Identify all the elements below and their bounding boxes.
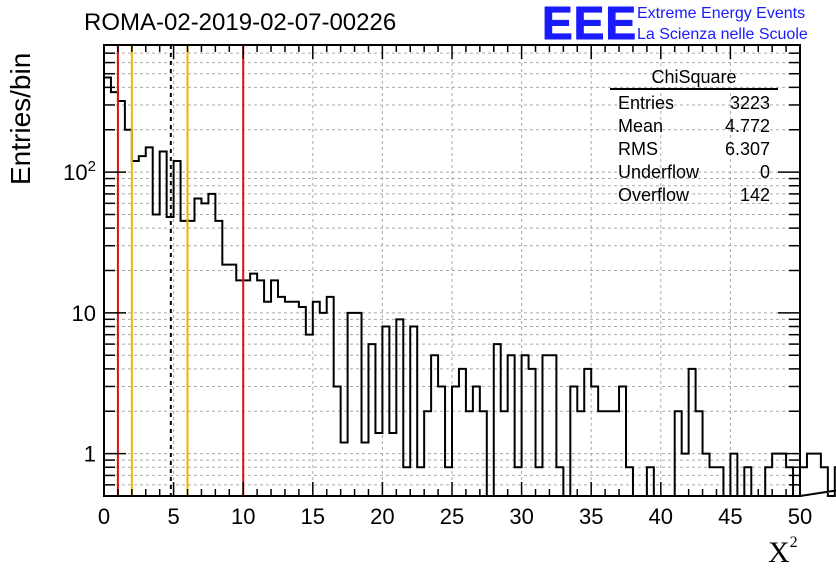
eee-logo: EEE Extreme Energy Events La Scienza nel… [541,0,834,50]
stats-row-mean: Mean 4.772 [610,115,778,138]
y-axis-label: Entries/bin [5,52,36,185]
stats-row-overflow: Overflow 142 [610,184,778,207]
y-tick-label: 10 [72,301,96,326]
x-tick-label: 10 [231,504,255,529]
x-tick-label: 30 [509,504,533,529]
x-axis-label: X2 [768,534,798,570]
stats-label: Underflow [618,162,700,182]
stats-row-underflow: Underflow 0 [610,161,778,184]
stats-title: ChiSquare [610,66,778,90]
stats-value: 142 [739,185,770,205]
x-tick-label: 40 [649,504,673,529]
stats-value: 3223 [729,93,770,113]
x-tick-label: 0 [98,504,110,529]
x-tick-label: 20 [370,504,394,529]
x-tick-label: 45 [718,504,742,529]
x-tick-label: 25 [440,504,464,529]
stats-row-entries: Entries 3223 [610,92,778,115]
y-tick-label: 102 [63,158,96,185]
logo-line-2: La Scienza nelle Scuole [637,26,808,43]
stats-label: Mean [618,116,664,136]
x-axis-label-base: X [768,536,790,569]
run-title: ROMA-02-2019-02-07-00226 [84,9,397,36]
x-axis-label-sup: 2 [789,534,798,551]
x-tick-label: 15 [301,504,325,529]
logo-line-1: Extreme Energy Events [637,5,806,22]
stats-box: ChiSquare Entries 3223 Mean 4.772 RMS 6.… [610,66,778,207]
stats-value: 4.772 [724,116,770,136]
x-tick-label: 35 [579,504,603,529]
x-tick-label: 5 [167,504,179,529]
stats-value: 6.307 [724,139,770,159]
y-tick-label: 1 [84,442,96,467]
x-tick-label: 50 [788,504,812,529]
histogram-series [103,76,836,497]
stats-row-rms: RMS 6.307 [610,138,778,161]
stats-label: RMS [618,139,658,159]
logo-mark: EEE [541,0,638,50]
stats-label: Overflow [618,185,690,205]
stats-label: Entries [618,93,675,113]
stats-value: 0 [759,162,770,182]
